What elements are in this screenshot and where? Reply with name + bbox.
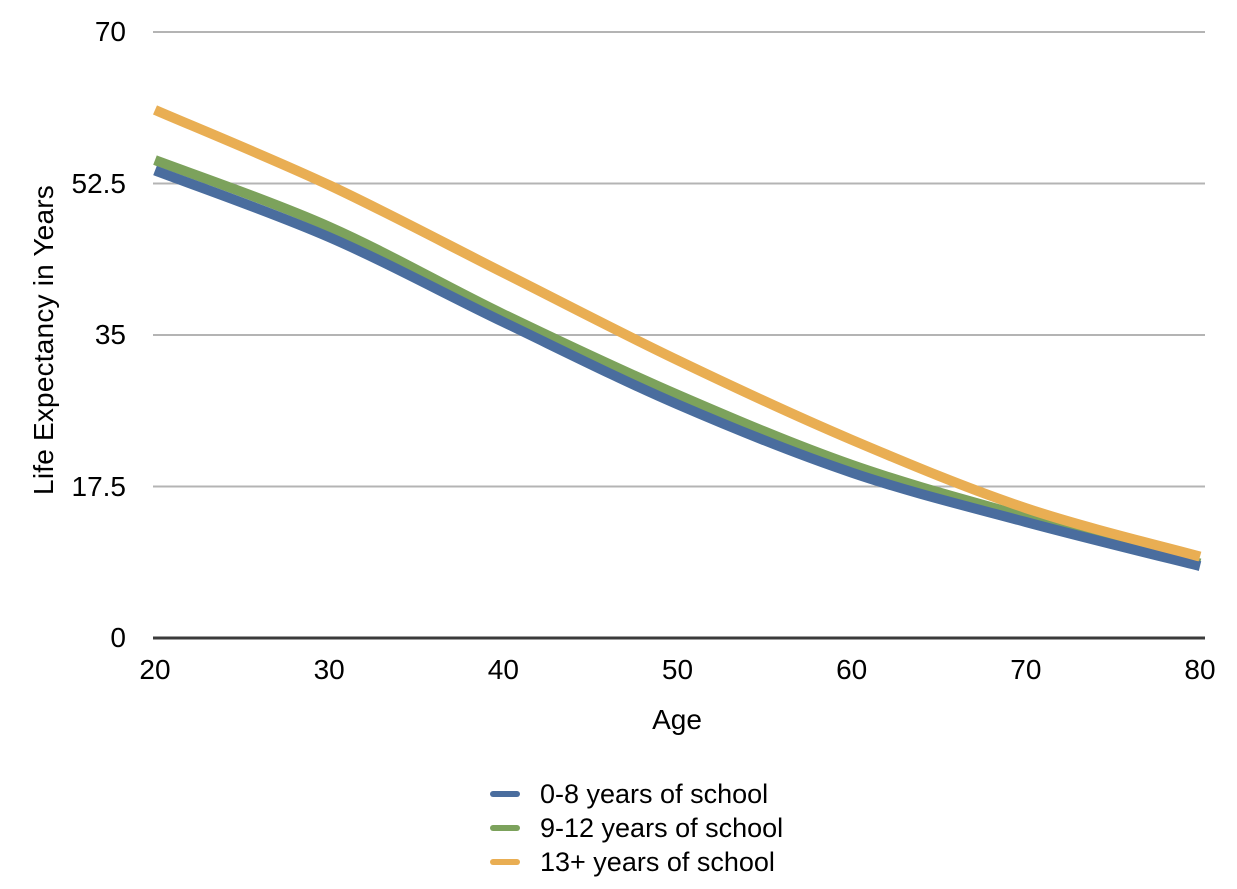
legend-label: 9-12 years of school: [540, 812, 784, 843]
gridlines: [153, 31, 1205, 488]
line-9-12-years-of-school: [153, 155, 1202, 569]
line-13-years-of-school: [153, 105, 1202, 562]
y-tick-35: 35: [94, 319, 126, 350]
series-lines: [153, 105, 1202, 571]
legend-item: 13+ years of school: [490, 845, 783, 879]
legend: 0-8 years of school 9-12 years of school 1…: [490, 777, 783, 879]
x-tick-20: 20: [139, 654, 171, 685]
x-tick-30: 30: [313, 654, 345, 685]
plot-area: [153, 31, 1205, 640]
x-axis-title: Age: [652, 704, 702, 735]
y-tick-52.5: 52.5: [71, 167, 127, 199]
x-tick-80: 80: [1184, 654, 1216, 685]
y-tick-17.5: 17.5: [71, 470, 127, 502]
legend-swatch-icon: [490, 825, 520, 831]
legend-item: 0-8 years of school: [490, 777, 783, 811]
x-tick-50: 50: [661, 654, 694, 685]
y-tick-0: 0: [110, 622, 126, 653]
x-tick-40: 40: [487, 654, 519, 685]
legend-swatch-icon: [490, 859, 520, 865]
x-tick-60: 60: [836, 654, 868, 685]
legend-label: 13+ years of school: [540, 846, 775, 877]
x-tick-70: 70: [1010, 654, 1042, 685]
line-0-8-years-of-school: [153, 165, 1202, 571]
legend-item: 9-12 years of school: [490, 811, 783, 845]
legend-label: 0-8 years of school: [540, 778, 769, 809]
y-tick-70: 70: [94, 16, 126, 47]
legend-swatch-icon: [490, 791, 520, 797]
